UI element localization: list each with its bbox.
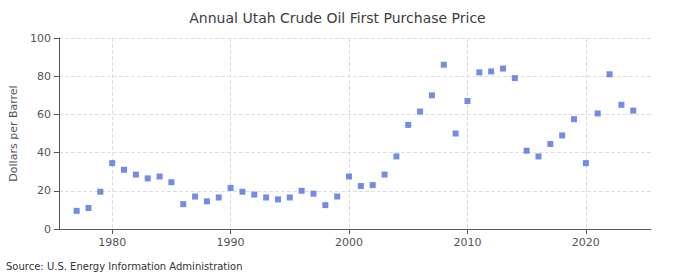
svg-text:20: 20 [37, 184, 51, 197]
svg-text:Source: U.S. Energy Informatio: Source: U.S. Energy Information Administ… [6, 261, 243, 272]
svg-text:40: 40 [37, 146, 51, 159]
svg-text:Dollars per Barrel: Dollars per Barrel [7, 85, 20, 181]
svg-text:2010: 2010 [453, 236, 481, 249]
svg-text:1990: 1990 [217, 236, 245, 249]
svg-text:2020: 2020 [572, 236, 600, 249]
svg-text:100: 100 [30, 32, 51, 45]
svg-text:0: 0 [44, 223, 51, 236]
svg-text:80: 80 [37, 70, 51, 83]
svg-text:Annual Utah Crude Oil First Pu: Annual Utah Crude Oil First Purchase Pri… [189, 10, 485, 26]
svg-text:60: 60 [37, 108, 51, 121]
svg-text:1980: 1980 [98, 236, 126, 249]
svg-text:2000: 2000 [335, 236, 363, 249]
